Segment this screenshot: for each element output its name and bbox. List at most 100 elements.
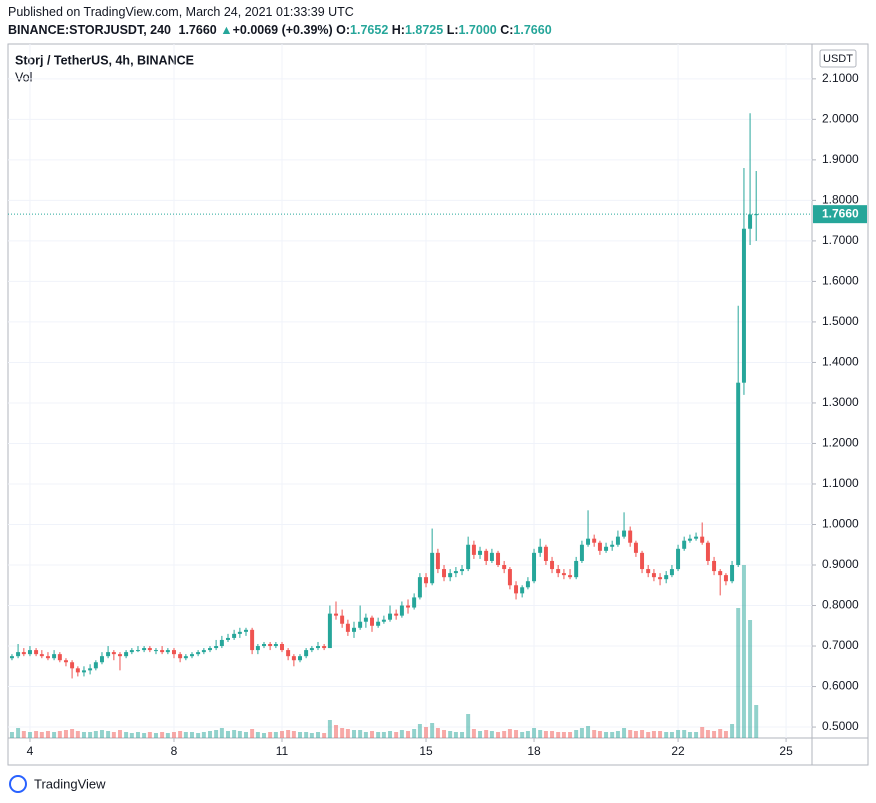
volume-bar — [183, 732, 188, 738]
y-tick-label: 0.9000 — [822, 557, 859, 571]
volume-bar — [106, 731, 111, 738]
candle-body — [226, 637, 230, 640]
candle-body — [160, 650, 165, 653]
y-tick-label: 1.6000 — [822, 274, 859, 288]
volume-bar — [736, 608, 741, 738]
volume-bar — [388, 731, 393, 738]
y-tick-label: 2.1000 — [822, 71, 859, 85]
volume-bar — [45, 731, 50, 738]
candle-body — [237, 631, 242, 634]
h-label: H: — [391, 23, 405, 37]
candle-body — [460, 569, 465, 572]
volume-bar — [135, 732, 140, 738]
candle-body — [484, 550, 489, 561]
volume-bar — [63, 730, 68, 738]
volume-bar — [730, 724, 735, 738]
volume-bar — [208, 731, 212, 738]
volume-bar — [520, 732, 525, 738]
y-tick-label: 1.8000 — [822, 193, 859, 207]
volume-bar — [471, 729, 476, 738]
candle-body — [196, 652, 201, 655]
volume-bar — [291, 731, 296, 738]
candle-body — [406, 605, 411, 608]
candle-body — [93, 662, 98, 669]
volume-bar — [352, 730, 357, 738]
last-price-box — [813, 205, 867, 224]
volume-bar — [286, 730, 291, 738]
x-tick-label: 15 — [419, 744, 433, 758]
volume-bar — [376, 732, 381, 738]
volume-bar — [255, 732, 260, 738]
l-label: L: — [446, 23, 459, 37]
y-tick-label: 0.8000 — [822, 598, 859, 612]
candle-body — [304, 650, 309, 657]
candle-body — [615, 536, 620, 545]
volume-bar — [502, 731, 507, 738]
candle-body — [723, 575, 728, 582]
candle-body — [117, 654, 122, 657]
candle-body — [124, 652, 129, 657]
volume-bar — [579, 728, 584, 738]
volume-bar — [718, 729, 723, 738]
volume-bar — [399, 730, 404, 738]
candle-body — [676, 548, 681, 570]
volume-bar — [262, 733, 266, 738]
volume-bar — [496, 732, 501, 738]
candle-body — [718, 571, 723, 576]
currency-box — [819, 49, 857, 68]
volume-bar — [435, 728, 440, 738]
volume-bar — [543, 731, 548, 738]
volume-bar — [268, 732, 273, 738]
y-tick-label: 1.4000 — [822, 355, 859, 369]
volume-bar — [93, 731, 98, 738]
o: 1.7652 — [350, 23, 389, 37]
candle-body — [568, 575, 573, 578]
volume-bar — [226, 731, 230, 738]
candle-body — [171, 650, 176, 655]
volume-bar — [99, 730, 104, 738]
volume-bar — [117, 730, 122, 738]
volume-bar — [340, 728, 345, 738]
candle-body — [466, 544, 471, 570]
candle-body — [135, 650, 140, 652]
marks — [9, 113, 759, 738]
logo — [9, 775, 27, 793]
candle-body — [430, 552, 435, 584]
candle-body — [201, 650, 206, 653]
last-price-label: 1.7660 — [822, 206, 859, 220]
candle-body — [345, 623, 350, 632]
candle-body — [532, 552, 537, 582]
h: 1.8725 — [404, 23, 444, 37]
volume-bar — [748, 620, 753, 738]
volume-bar — [561, 732, 566, 738]
y-tick-label: 1.2000 — [822, 436, 859, 450]
candle-body — [705, 542, 710, 561]
candle-body — [268, 644, 273, 647]
candle-body — [70, 662, 75, 669]
volume-bar — [592, 730, 597, 738]
candle-body — [388, 613, 393, 620]
candle-body — [273, 644, 278, 647]
symbol: BINANCE:STORJUSDT, 240 — [8, 23, 172, 37]
c-label: C: — [500, 23, 514, 37]
l: 1.7000 — [458, 23, 497, 37]
candle-body — [340, 615, 345, 624]
candle-body — [153, 650, 158, 652]
candle-body — [646, 569, 651, 574]
candle-body — [334, 613, 338, 616]
volume-bar — [687, 732, 692, 738]
volume-bar — [196, 733, 201, 738]
candle-body — [9, 656, 14, 659]
volume-bar — [280, 731, 284, 738]
volume-bar — [682, 730, 687, 738]
y-tick-label: 1.3000 — [822, 395, 859, 409]
candle-body — [453, 571, 458, 574]
candle-body — [651, 573, 656, 578]
candle-body — [748, 214, 753, 229]
candle-body — [628, 530, 633, 543]
x-tick-label: 11 — [276, 744, 289, 758]
candle-body — [309, 648, 314, 651]
candle-body — [687, 538, 692, 541]
candle-body — [538, 546, 543, 553]
